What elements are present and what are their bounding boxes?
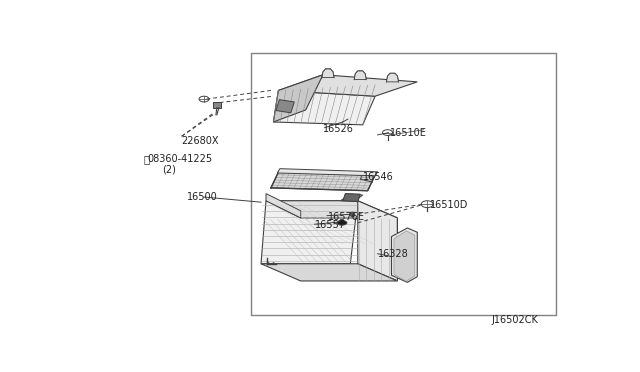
Text: 16576E: 16576E <box>328 212 365 221</box>
Polygon shape <box>271 172 375 191</box>
Text: 16557: 16557 <box>315 220 346 230</box>
Text: 08360-41225: 08360-41225 <box>147 154 212 164</box>
Polygon shape <box>278 75 417 96</box>
Polygon shape <box>261 201 358 264</box>
Polygon shape <box>343 193 360 202</box>
Polygon shape <box>266 201 397 218</box>
Text: Ⓢ: Ⓢ <box>143 154 150 164</box>
Text: 16510E: 16510E <box>390 128 427 138</box>
Text: 16546: 16546 <box>363 172 394 182</box>
Polygon shape <box>266 193 301 218</box>
Text: 16328: 16328 <box>378 249 408 259</box>
Text: 16526: 16526 <box>323 124 354 134</box>
Polygon shape <box>261 264 397 281</box>
Text: 16500: 16500 <box>187 192 218 202</box>
Polygon shape <box>273 90 375 125</box>
Polygon shape <box>273 75 323 122</box>
Polygon shape <box>213 102 221 108</box>
Polygon shape <box>322 69 334 78</box>
Polygon shape <box>276 100 294 113</box>
Polygon shape <box>355 71 366 80</box>
Polygon shape <box>392 228 417 282</box>
Text: (2): (2) <box>162 164 176 174</box>
Polygon shape <box>277 169 378 176</box>
Text: 22680X: 22680X <box>182 136 219 145</box>
Bar <box>251 53 556 315</box>
Ellipse shape <box>337 221 347 225</box>
Text: 16510D: 16510D <box>429 200 468 210</box>
Text: J16502CK: J16502CK <box>492 315 538 325</box>
Polygon shape <box>340 194 363 201</box>
Polygon shape <box>387 73 399 82</box>
Polygon shape <box>358 201 397 281</box>
Polygon shape <box>394 231 415 281</box>
